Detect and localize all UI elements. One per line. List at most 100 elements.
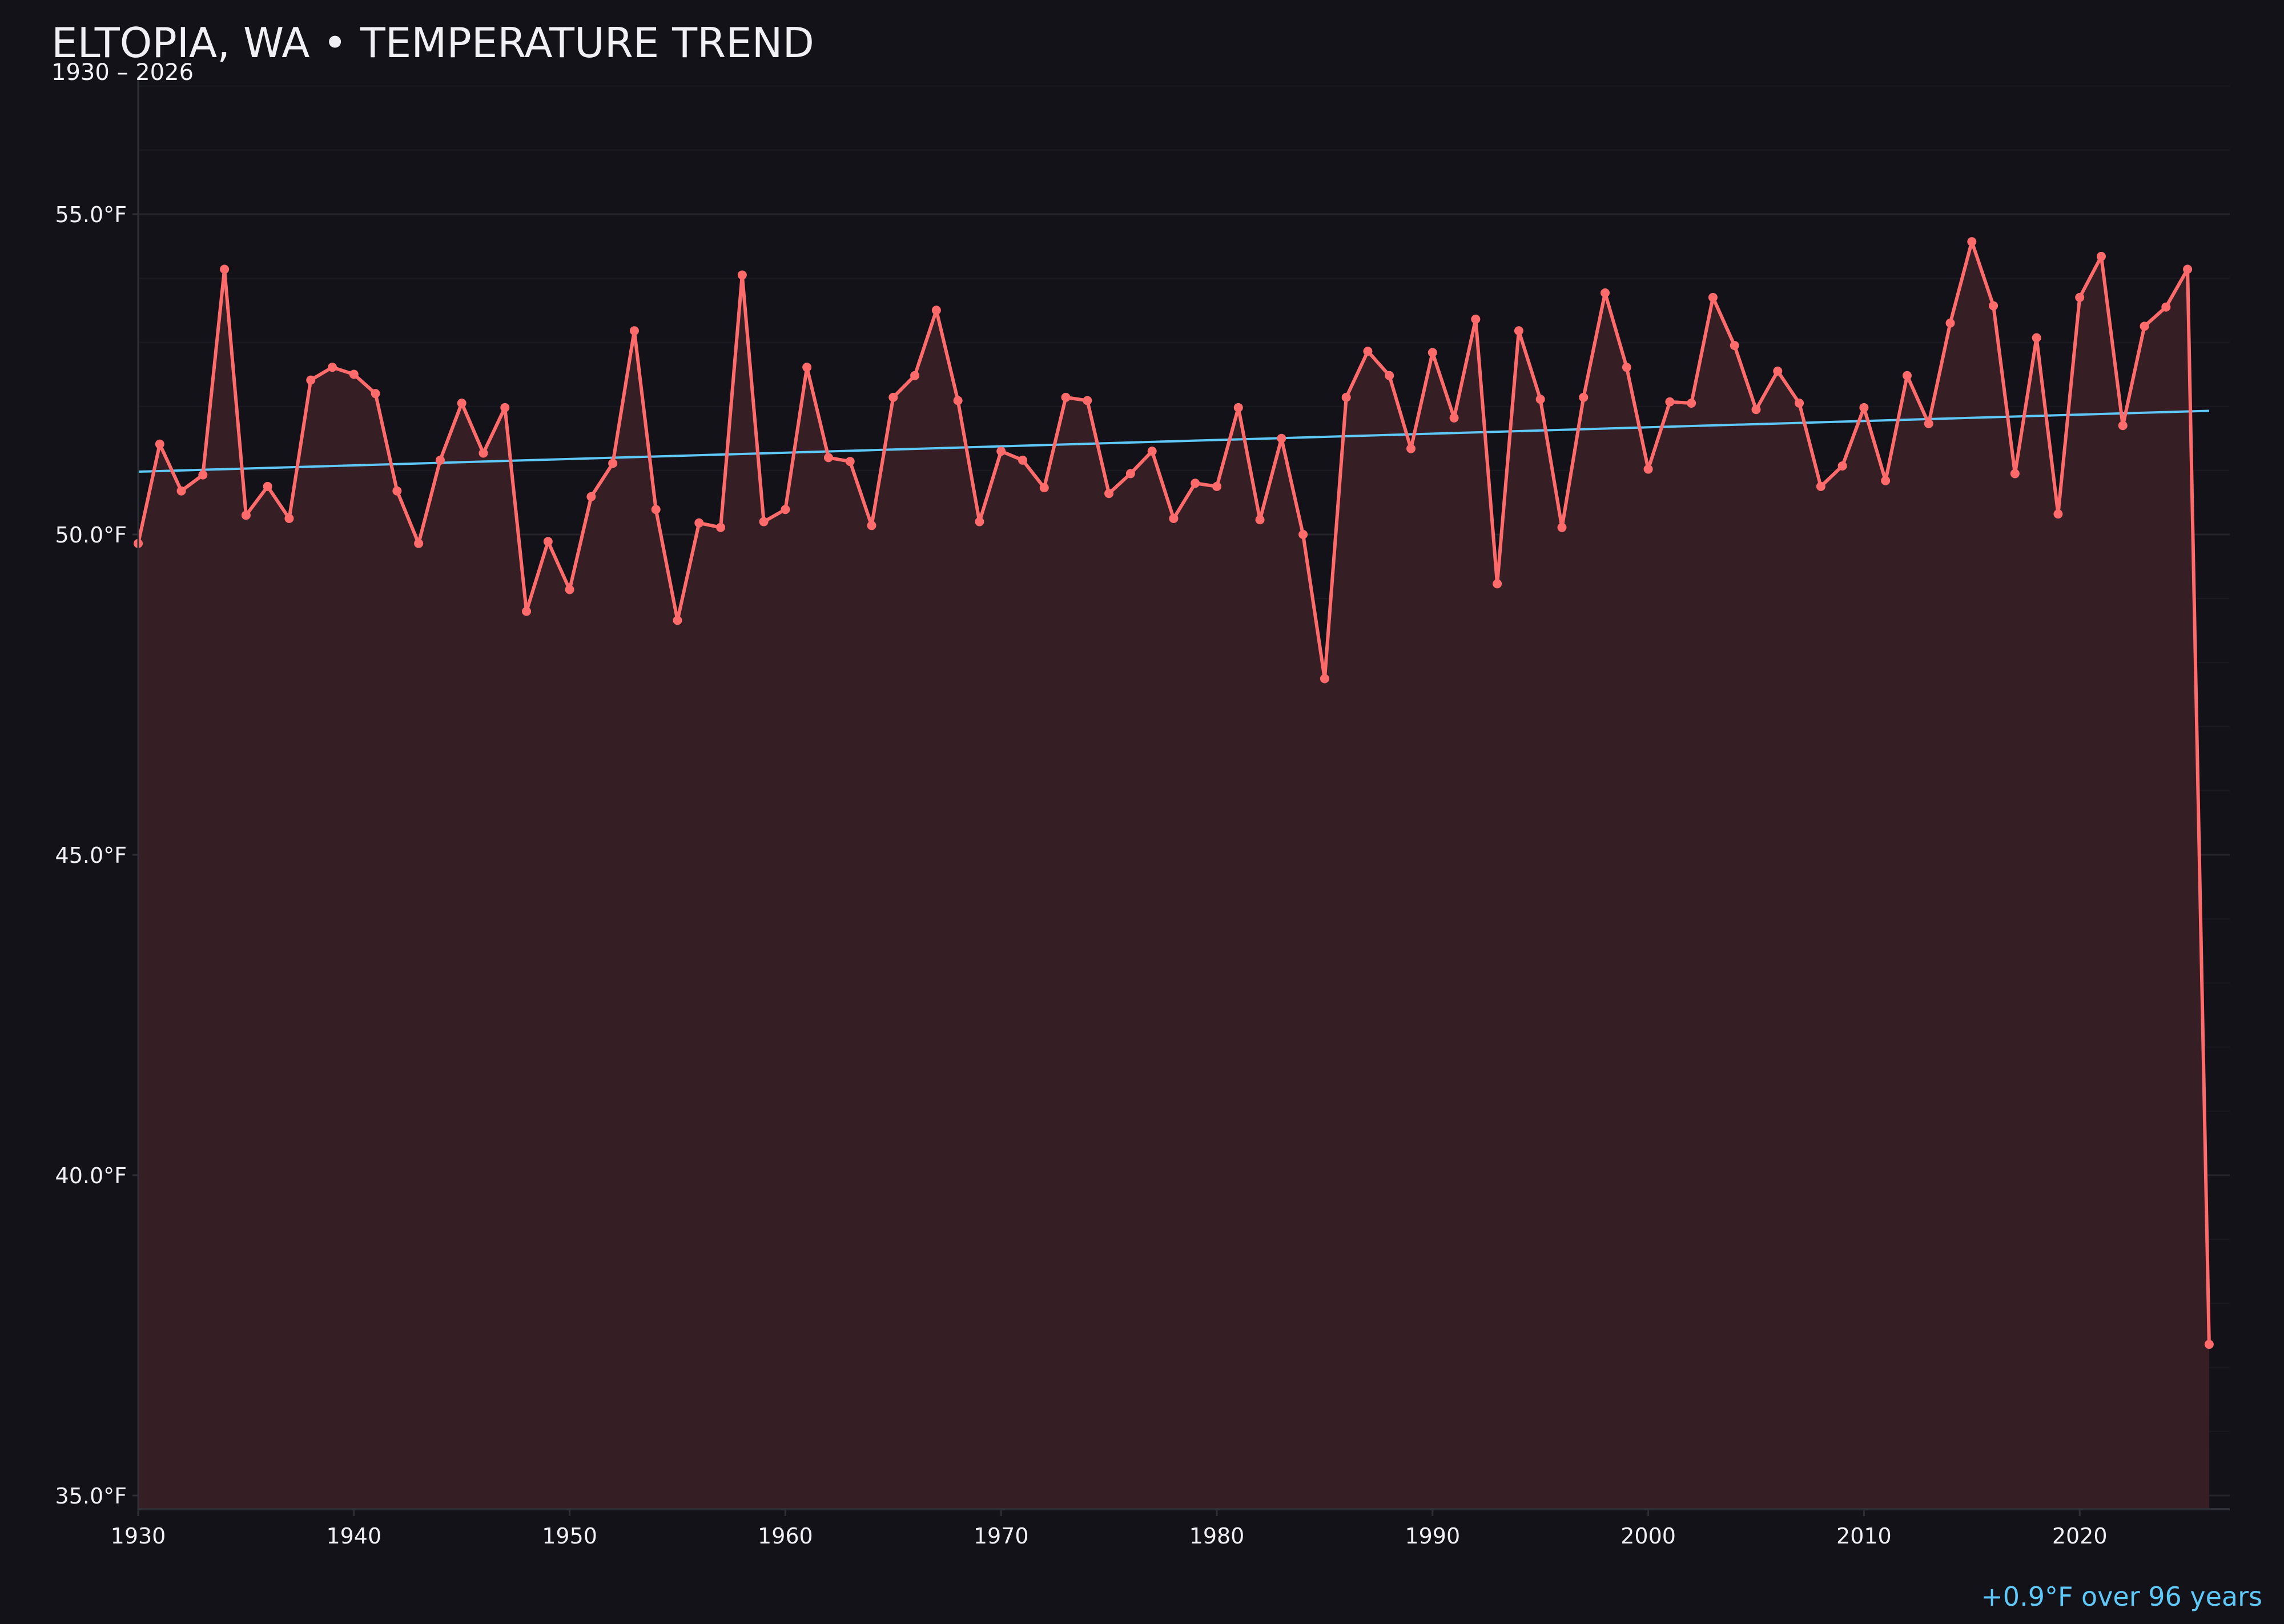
data-point xyxy=(1277,433,1286,443)
data-point xyxy=(457,398,467,408)
trend-line xyxy=(138,409,2209,473)
y-tick-label: 50.0°F xyxy=(55,522,127,548)
data-point xyxy=(651,505,661,514)
data-point xyxy=(1924,419,1933,428)
x-tick-label: 1980 xyxy=(1189,1523,1245,1549)
data-point xyxy=(975,517,984,526)
data-point xyxy=(1039,483,1049,493)
data-point xyxy=(1061,392,1071,402)
data-point xyxy=(629,326,639,336)
data-point xyxy=(1514,326,1523,336)
y-tick-label: 35.0°F xyxy=(55,1484,127,1509)
data-point xyxy=(392,486,402,496)
data-point xyxy=(500,403,510,412)
data-point xyxy=(1104,489,1114,499)
x-tick-label: 1950 xyxy=(542,1523,597,1549)
data-point xyxy=(931,305,941,315)
data-point xyxy=(1837,461,1847,471)
data-point xyxy=(2161,302,2171,312)
data-point xyxy=(802,363,812,372)
data-point xyxy=(543,537,553,546)
data-point xyxy=(2140,321,2149,331)
data-point xyxy=(953,396,963,405)
data-point xyxy=(1859,403,1869,412)
x-tick-label: 2000 xyxy=(1620,1523,1676,1549)
data-point xyxy=(1493,579,1502,589)
data-point xyxy=(1579,392,1589,402)
data-point xyxy=(1125,469,1135,479)
temperature-area-fill xyxy=(138,242,2209,1510)
data-point xyxy=(522,606,532,616)
data-point xyxy=(910,371,920,380)
x-tick-label: 2010 xyxy=(1836,1523,1892,1549)
data-point xyxy=(1902,371,1912,380)
data-point xyxy=(1212,481,1221,491)
data-point xyxy=(1018,455,1027,465)
data-point xyxy=(220,264,230,274)
data-point xyxy=(1989,301,1998,311)
data-point xyxy=(1601,288,1610,298)
x-tick-label: 1970 xyxy=(974,1523,1029,1549)
data-point xyxy=(1967,237,1977,247)
data-point xyxy=(759,517,769,526)
data-point xyxy=(1643,464,1653,474)
data-point xyxy=(1773,366,1783,376)
chart-subtitle: 1930 – 2026 xyxy=(51,59,194,86)
data-point xyxy=(565,585,574,594)
data-point xyxy=(1751,405,1761,415)
y-tick-label: 55.0°F xyxy=(55,202,127,227)
x-tick-label: 1990 xyxy=(1405,1523,1460,1549)
data-point xyxy=(1427,348,1437,357)
data-point xyxy=(478,448,488,458)
data-point xyxy=(2096,252,2106,262)
data-point xyxy=(1471,315,1481,324)
data-point xyxy=(1385,371,1394,380)
data-point xyxy=(1730,341,1739,351)
x-tick-label: 1930 xyxy=(111,1523,166,1549)
data-point xyxy=(2053,509,2063,519)
data-point xyxy=(198,470,208,480)
data-point xyxy=(1233,403,1243,412)
data-point xyxy=(1945,318,1955,328)
data-point xyxy=(263,481,272,491)
data-point xyxy=(1406,444,1416,453)
data-point xyxy=(284,513,294,523)
data-point xyxy=(155,439,164,449)
data-point xyxy=(2010,469,2020,479)
data-point xyxy=(586,492,596,501)
data-point xyxy=(888,392,898,402)
data-point xyxy=(1255,515,1265,525)
data-point xyxy=(1795,398,1804,408)
data-point xyxy=(328,363,337,372)
data-point xyxy=(1708,292,1718,302)
data-point xyxy=(1665,397,1675,407)
x-tick-label: 1960 xyxy=(758,1523,813,1549)
data-point xyxy=(2032,333,2041,343)
data-point xyxy=(673,616,682,625)
data-point xyxy=(1687,398,1696,408)
data-point xyxy=(823,453,833,463)
data-point xyxy=(1169,513,1179,523)
data-point xyxy=(435,455,445,465)
data-point xyxy=(2075,292,2085,302)
data-point xyxy=(1557,522,1567,532)
data-point xyxy=(716,522,726,532)
data-point xyxy=(1147,447,1157,456)
data-point xyxy=(1622,363,1631,372)
data-point xyxy=(737,270,747,280)
data-point xyxy=(781,505,790,514)
data-point xyxy=(371,389,380,399)
data-point xyxy=(1298,530,1308,539)
data-point xyxy=(306,375,316,385)
data-point xyxy=(608,459,618,468)
data-point xyxy=(867,521,876,530)
data-point xyxy=(1449,413,1459,423)
data-point xyxy=(1341,392,1351,402)
data-point xyxy=(349,369,359,379)
x-tick-label: 1940 xyxy=(326,1523,381,1549)
data-point xyxy=(414,538,424,548)
data-point xyxy=(1320,674,1329,684)
data-point xyxy=(1881,476,1891,485)
y-tick-label: 40.0°F xyxy=(55,1163,127,1188)
